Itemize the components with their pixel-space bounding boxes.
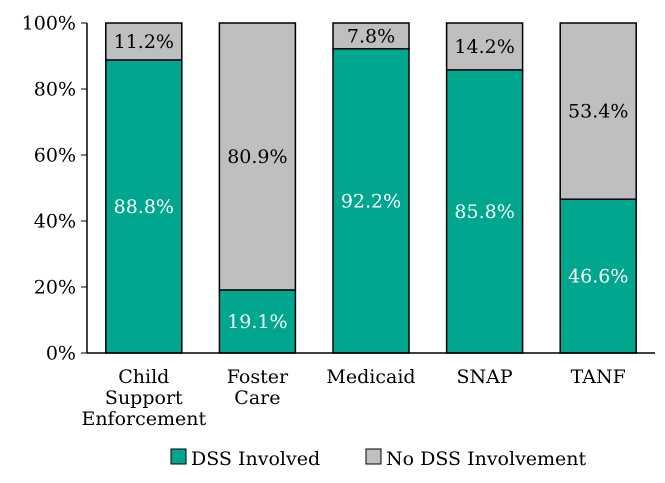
y-tick-label: 20%: [34, 277, 76, 299]
data-label: 46.6%: [568, 266, 628, 288]
data-label: 14.2%: [454, 36, 514, 58]
legend-swatch: [365, 448, 382, 465]
y-tick-label: 100%: [22, 13, 76, 35]
bar-segment: [332, 22, 410, 50]
legend-label: DSS Involved: [191, 448, 320, 470]
data-label: 11.2%: [114, 31, 174, 53]
bar-segment: [445, 22, 524, 71]
legend-swatch: [170, 448, 187, 465]
x-tick-label: Support: [105, 387, 183, 409]
y-tick-label: 0%: [46, 343, 76, 365]
x-tick-label: Enforcement: [81, 408, 206, 430]
bar-segment: [105, 22, 183, 61]
data-label: 92.2%: [341, 190, 401, 212]
bar-segment: [218, 289, 297, 354]
x-tick-label: Foster: [227, 366, 289, 388]
bar-segment: [445, 69, 524, 354]
bar-segment: [559, 22, 637, 200]
bar-segment: [218, 22, 297, 291]
data-label: 88.8%: [114, 196, 174, 218]
data-label: 7.8%: [347, 25, 395, 47]
data-label: 80.9%: [227, 146, 287, 168]
legend-label: No DSS Involvement: [386, 448, 587, 470]
x-tick-label: Child: [118, 366, 169, 388]
x-tick-label: SNAP: [457, 366, 513, 388]
x-tick-label: TANF: [571, 366, 626, 388]
data-label: 53.4%: [568, 101, 628, 123]
x-tick-label: Care: [234, 387, 280, 409]
y-tick-label: 40%: [34, 211, 76, 233]
data-label: 85.8%: [454, 201, 514, 223]
x-tick-label: Medicaid: [326, 366, 415, 388]
y-tick-label: 80%: [34, 79, 76, 101]
y-tick-label: 60%: [34, 145, 76, 167]
data-label: 19.1%: [227, 311, 287, 333]
bar-segment: [332, 47, 410, 354]
